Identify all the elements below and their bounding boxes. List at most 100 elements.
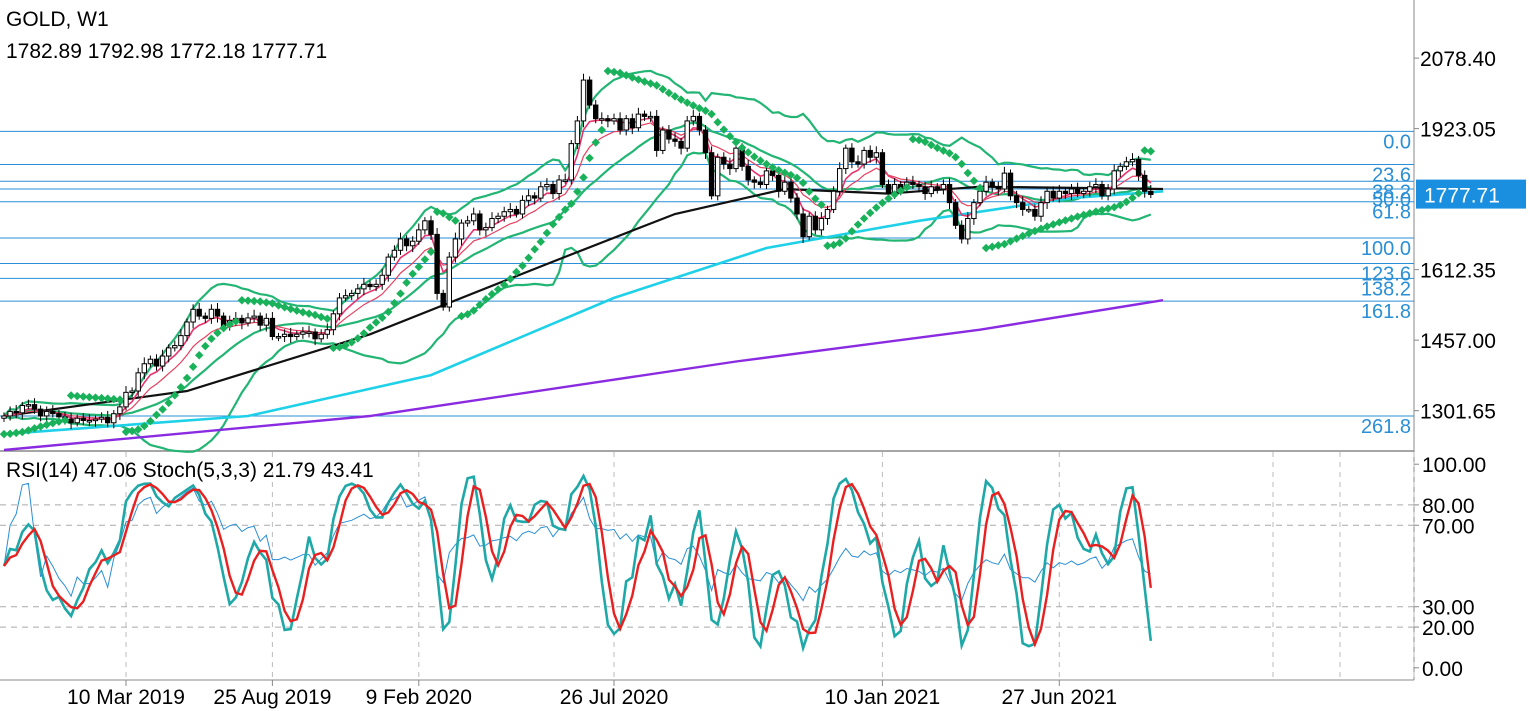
- sar-dot: [518, 261, 527, 271]
- sar-dot: [146, 416, 155, 426]
- candle-body: [928, 186, 934, 195]
- sar-dot: [396, 289, 405, 298]
- sar-dot: [286, 304, 295, 314]
- candle-body: [458, 222, 465, 240]
- candle-body: [86, 419, 93, 423]
- candle-body: [483, 227, 489, 231]
- candle-body: [471, 213, 477, 222]
- sar-dot: [225, 320, 234, 329]
- sar-dot: [341, 340, 350, 350]
- candle-body: [1056, 190, 1062, 199]
- sar-dot: [390, 298, 399, 308]
- candle-body: [959, 224, 965, 240]
- candle-body: [532, 195, 538, 199]
- candle-body: [733, 147, 739, 170]
- candle-body: [568, 143, 574, 181]
- sar-dot: [207, 334, 216, 343]
- candle-body: [1142, 174, 1148, 192]
- candle-body: [696, 115, 703, 131]
- time-tick-label: 25 Aug 2019: [213, 686, 331, 709]
- fib-level-label: 38.2: [1372, 181, 1411, 203]
- candle-body: [837, 168, 843, 192]
- candle-body: [806, 215, 812, 238]
- time-tick-label: 27 Jun 2021: [1001, 686, 1117, 709]
- candle-body: [440, 292, 446, 308]
- candle-body: [1148, 190, 1154, 195]
- sar-dot: [499, 280, 509, 290]
- candle-body: [946, 183, 953, 204]
- candle-body: [379, 274, 385, 285]
- candle-body: [391, 249, 398, 258]
- fib-level-label: 61.8: [1372, 202, 1411, 224]
- candle-body: [995, 186, 1001, 190]
- sar-dot: [987, 242, 997, 251]
- candle-body: [263, 317, 270, 326]
- sar-dot: [133, 425, 143, 434]
- candle-body: [135, 372, 141, 392]
- sar-dot: [201, 341, 210, 351]
- sar-dot: [359, 329, 369, 338]
- candle-body: [361, 283, 367, 290]
- sar-dot: [79, 392, 88, 401]
- candle-body: [1135, 159, 1142, 176]
- candle-body: [977, 190, 983, 204]
- sar-dot: [371, 318, 381, 327]
- candle-body: [1044, 190, 1050, 204]
- price-tick-label: 1457.00: [1420, 330, 1496, 353]
- chart-symbol-title: GOLD, W1: [6, 8, 109, 31]
- candle-body: [727, 163, 733, 170]
- candle-body: [501, 211, 507, 217]
- candle-body: [812, 215, 818, 231]
- ma-line-2: [3, 299, 1164, 452]
- sar-dot: [969, 176, 979, 186]
- sar-dot: [140, 421, 149, 431]
- candle-body: [37, 408, 44, 417]
- sar-dot: [182, 373, 192, 383]
- candle-body: [306, 331, 312, 334]
- sar-dot: [493, 285, 503, 294]
- candle-body: [678, 140, 684, 149]
- sar-dot: [213, 328, 222, 338]
- candle-body: [172, 345, 178, 349]
- candle-body: [879, 152, 886, 185]
- candle-body: [147, 358, 154, 365]
- candle-body: [647, 115, 654, 119]
- sar-dot: [536, 237, 546, 246]
- candle-body: [580, 79, 587, 122]
- candle-body: [910, 181, 916, 185]
- candle-body: [92, 418, 99, 422]
- candle-body: [129, 390, 135, 393]
- osc-tick-label: 70.00: [1422, 515, 1475, 538]
- candle-body: [239, 317, 245, 324]
- candle-body: [294, 333, 300, 338]
- sar-dot: [524, 253, 533, 263]
- candle-body: [7, 410, 13, 417]
- price-tick-label: 1923.05: [1420, 119, 1496, 142]
- sar-dot: [280, 303, 289, 312]
- candle-body: [763, 170, 770, 185]
- candle-body: [1062, 190, 1069, 195]
- candle-body: [562, 179, 568, 182]
- candle-body: [690, 115, 696, 122]
- candle-body: [715, 156, 721, 197]
- candle-body: [489, 218, 495, 229]
- sar-dot: [262, 298, 271, 307]
- candle-body: [586, 79, 593, 106]
- sar-dot: [329, 343, 338, 353]
- candle-body: [544, 183, 550, 188]
- candle-body: [611, 118, 617, 122]
- candle-body: [19, 405, 26, 414]
- candle-body: [123, 391, 129, 408]
- sar-dot: [0, 429, 9, 439]
- time-tick-label: 9 Feb 2020: [366, 686, 472, 709]
- sar-dot: [853, 220, 863, 229]
- candle-body: [556, 179, 562, 195]
- sar-dot: [365, 323, 375, 332]
- candle-body: [318, 333, 324, 340]
- candle-body: [349, 292, 355, 297]
- sar-dot: [481, 295, 491, 304]
- candle-body: [44, 410, 50, 417]
- sar-dot: [219, 323, 228, 333]
- candle-body: [355, 288, 361, 294]
- sar-dot: [512, 267, 521, 277]
